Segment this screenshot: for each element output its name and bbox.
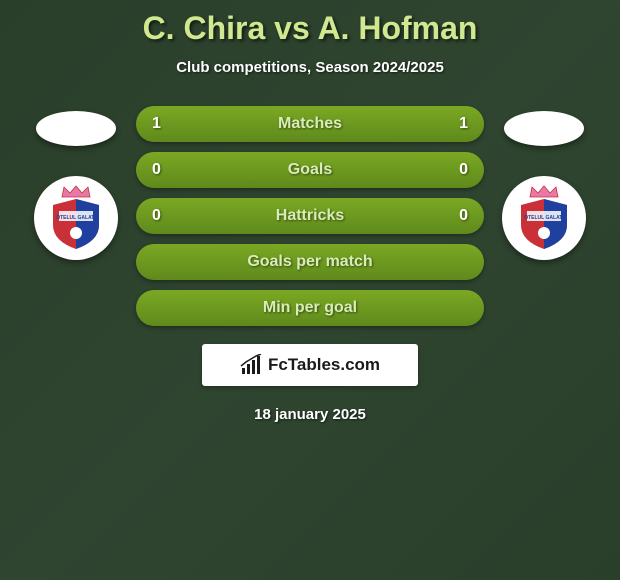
page-title: C. Chira vs A. Hofman xyxy=(143,10,478,47)
stat-label: Goals xyxy=(288,161,332,179)
player-photo-right xyxy=(504,111,584,146)
stat-left-value: 0 xyxy=(152,161,172,179)
stat-right-value: 0 xyxy=(448,207,468,225)
chart-icon xyxy=(240,354,262,376)
svg-text:OTELUL GALATI: OTELUL GALATI xyxy=(524,215,564,221)
stat-row-matches: 1 Matches 1 xyxy=(136,106,484,142)
stat-label: Matches xyxy=(278,115,342,133)
stat-left-value: 0 xyxy=(152,207,172,225)
shield-icon: OTELUL GALATI xyxy=(517,197,571,251)
stat-right-value: 0 xyxy=(448,161,468,179)
svg-text:OTELUL GALATI: OTELUL GALATI xyxy=(56,215,96,221)
brand-badge[interactable]: FcTables.com xyxy=(202,344,418,386)
stat-row-goals: 0 Goals 0 xyxy=(136,152,484,188)
stat-left-value: 1 xyxy=(152,115,172,133)
left-player-col: OTELUL GALATI xyxy=(34,106,118,260)
shield-icon: OTELUL GALATI xyxy=(49,197,103,251)
club-logo-right: OTELUL GALATI xyxy=(502,176,586,260)
club-logo-left: OTELUL GALATI xyxy=(34,176,118,260)
stat-row-min-per-goal: Min per goal xyxy=(136,290,484,326)
page-subtitle: Club competitions, Season 2024/2025 xyxy=(176,59,444,76)
comparison-row: OTELUL GALATI 1 Matches 1 0 Goals 0 0 xyxy=(0,106,620,326)
stat-row-goals-per-match: Goals per match xyxy=(136,244,484,280)
player-photo-left xyxy=(36,111,116,146)
stat-row-hattricks: 0 Hattricks 0 xyxy=(136,198,484,234)
stat-label: Min per goal xyxy=(263,299,357,317)
brand-text: FcTables.com xyxy=(268,355,380,375)
stats-column: 1 Matches 1 0 Goals 0 0 Hattricks 0 Goal… xyxy=(136,106,484,326)
stat-label: Goals per match xyxy=(247,253,372,271)
date-label: 18 january 2025 xyxy=(254,406,366,423)
right-player-col: OTELUL GALATI xyxy=(502,106,586,260)
stat-label: Hattricks xyxy=(276,207,344,225)
stat-right-value: 1 xyxy=(448,115,468,133)
